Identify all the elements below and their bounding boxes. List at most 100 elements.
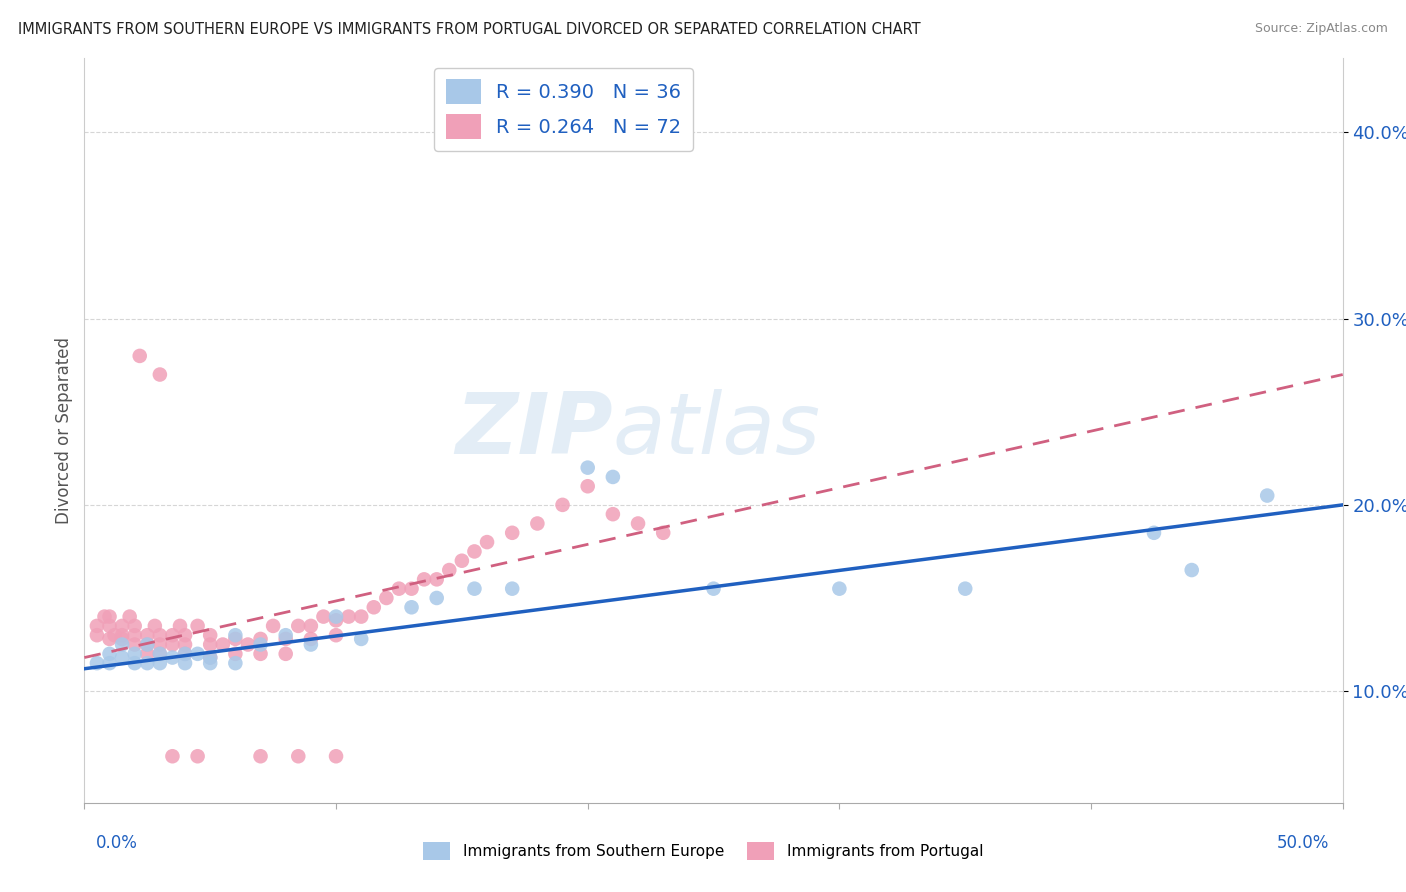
Point (149, 368, 172, 382)
Point (274, 628, 297, 642)
Point (337, 609, 360, 624)
Point (249, 632, 271, 646)
Point (124, 638, 146, 652)
Point (576, 479, 599, 493)
Point (149, 628, 172, 642)
Text: ZIP: ZIP (456, 389, 613, 472)
Point (187, 647, 209, 661)
Point (388, 582, 411, 596)
Point (602, 507, 624, 521)
Point (236, 638, 259, 652)
Text: IMMIGRANTS FROM SOUTHERN EUROPE VS IMMIGRANTS FROM PORTUGAL DIVORCED OR SEPARATE: IMMIGRANTS FROM SOUTHERN EUROPE VS IMMIG… (18, 22, 921, 37)
Point (200, 650, 222, 665)
Point (98, 647, 121, 661)
Point (287, 749, 309, 764)
Point (136, 628, 159, 642)
Text: 50.0%: 50.0% (1277, 834, 1329, 852)
Point (149, 647, 172, 661)
Text: atlas: atlas (613, 389, 821, 472)
Point (325, 609, 347, 624)
Point (703, 582, 725, 596)
Point (200, 628, 222, 642)
Point (98, 656, 121, 670)
Point (828, 582, 851, 596)
Point (249, 638, 271, 652)
Point (174, 647, 197, 661)
Point (93, 609, 115, 624)
Point (162, 628, 184, 642)
Point (375, 591, 398, 605)
Point (200, 656, 222, 670)
Point (187, 749, 209, 764)
Point (124, 628, 146, 642)
Point (413, 573, 436, 587)
Point (86, 619, 108, 633)
Point (363, 600, 385, 615)
Y-axis label: Divorced or Separated: Divorced or Separated (55, 337, 73, 524)
Point (200, 638, 222, 652)
Point (325, 613, 347, 627)
Point (124, 647, 146, 661)
Point (86, 628, 108, 642)
Point (401, 600, 423, 615)
Point (401, 582, 423, 596)
Point (287, 619, 309, 633)
Point (162, 650, 184, 665)
Point (124, 619, 146, 633)
Point (111, 650, 134, 665)
Point (274, 632, 297, 646)
Point (174, 638, 197, 652)
Point (325, 749, 347, 764)
Point (149, 656, 172, 670)
Point (136, 647, 159, 661)
Point (111, 628, 134, 642)
Point (299, 632, 322, 646)
Point (200, 650, 222, 665)
Point (274, 647, 297, 661)
Point (124, 656, 146, 670)
Point (501, 525, 523, 540)
Point (224, 647, 246, 661)
Point (136, 638, 159, 652)
Point (551, 498, 574, 512)
Point (350, 632, 373, 646)
Point (149, 647, 172, 661)
Point (136, 638, 159, 652)
Point (576, 460, 599, 475)
Point (224, 656, 246, 670)
Point (103, 628, 125, 642)
Point (350, 609, 373, 624)
Point (136, 656, 159, 670)
Point (262, 619, 284, 633)
Point (149, 638, 172, 652)
Point (1256, 489, 1278, 503)
Point (451, 554, 474, 568)
Point (98, 619, 121, 633)
Point (174, 647, 197, 661)
Point (128, 349, 150, 363)
Point (475, 535, 498, 549)
Point (111, 632, 134, 646)
Point (249, 749, 271, 764)
Point (526, 516, 548, 531)
Point (162, 638, 184, 652)
Point (439, 563, 461, 577)
Point (955, 582, 977, 596)
Point (118, 609, 141, 624)
Point (602, 470, 624, 484)
Point (299, 638, 322, 652)
Text: 0.0%: 0.0% (96, 834, 138, 852)
Point (224, 632, 246, 646)
Point (627, 516, 650, 531)
Legend: Immigrants from Southern Europe, Immigrants from Portugal: Immigrants from Southern Europe, Immigra… (416, 836, 990, 866)
Point (162, 749, 184, 764)
Point (111, 638, 134, 652)
Point (98, 632, 121, 646)
Point (86, 656, 108, 670)
Legend: R = 0.390   N = 36, R = 0.264   N = 72: R = 0.390 N = 36, R = 0.264 N = 72 (434, 68, 693, 151)
Point (169, 619, 191, 633)
Point (426, 591, 449, 605)
Point (426, 573, 449, 587)
Point (174, 656, 197, 670)
Point (299, 619, 322, 633)
